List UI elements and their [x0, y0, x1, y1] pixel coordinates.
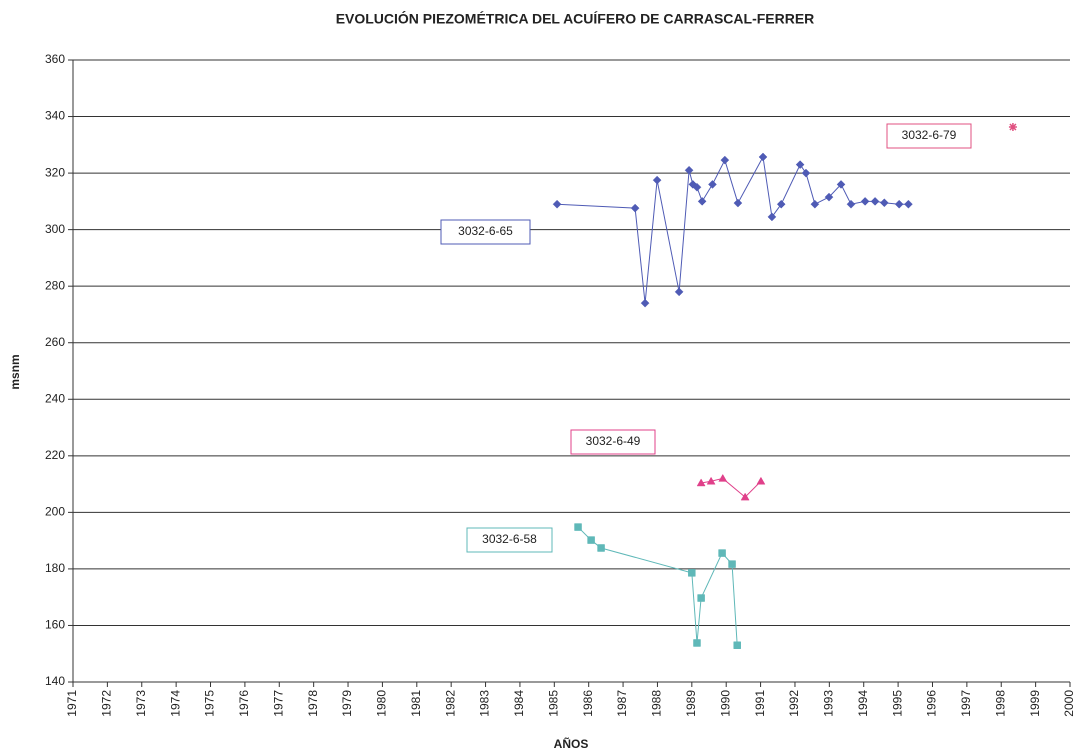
x-tick-label: 1978: [306, 690, 320, 717]
data-point: [574, 523, 582, 531]
x-tick-label: 1997: [959, 690, 973, 717]
data-point: [684, 165, 694, 175]
x-tick-label: 1984: [512, 690, 526, 717]
x-tick-label: 1976: [237, 690, 251, 717]
data-point: [810, 199, 820, 209]
x-tick-label: 1991: [753, 690, 767, 717]
data-point: [904, 199, 913, 209]
x-tick-label: 1971: [65, 690, 79, 717]
x-tick-label: 1993: [822, 690, 836, 717]
x-tick-label: 1986: [581, 690, 595, 717]
data-point: [652, 175, 662, 185]
y-tick-label: 240: [45, 391, 65, 405]
x-tick-label: 1973: [134, 690, 148, 717]
y-tick-label: 220: [45, 448, 65, 462]
x-tick-label: 1995: [890, 690, 904, 717]
x-axis-title: AÑOS: [554, 736, 589, 751]
data-point: [697, 594, 705, 602]
y-axis-title: msnm: [8, 354, 22, 389]
data-point: [674, 287, 684, 297]
data-point: [733, 641, 741, 649]
x-tick-label: 1980: [375, 690, 389, 717]
data-point: [758, 152, 768, 162]
data-point: [706, 476, 716, 485]
data-point: [697, 197, 707, 206]
data-point: [720, 155, 730, 165]
data-point: [870, 197, 880, 206]
y-tick-label: 340: [45, 109, 65, 123]
x-tick-label: 1988: [650, 690, 664, 717]
y-tick-label: 320: [45, 165, 65, 179]
data-point: [708, 180, 717, 189]
y-tick-label: 140: [45, 674, 65, 688]
data-point: [879, 198, 889, 208]
data-point: [630, 203, 640, 213]
x-tick-label: 1989: [684, 690, 698, 717]
x-tick-label: 1987: [615, 690, 629, 717]
data-point: [733, 198, 743, 208]
y-tick-label: 260: [45, 335, 65, 349]
series-label: 3032-6-58: [482, 532, 537, 546]
y-tick-label: 360: [45, 52, 65, 66]
data-point: [696, 478, 706, 487]
data-point: [688, 569, 696, 577]
x-tick-label: 1974: [168, 690, 182, 717]
y-tick-label: 160: [45, 618, 65, 632]
data-point: [640, 298, 650, 308]
data-point: [692, 182, 702, 192]
x-tick-label: 1977: [271, 690, 285, 717]
x-tick-label: 1975: [203, 690, 217, 717]
data-point: [894, 199, 904, 209]
data-point: [718, 549, 726, 557]
data-point: [846, 199, 856, 209]
data-point: [718, 473, 728, 482]
series-label-box: [440, 219, 531, 245]
data-point: [860, 197, 870, 206]
data-point: [767, 212, 777, 222]
series-label-box: [886, 123, 972, 149]
data-point: [756, 476, 766, 485]
x-tick-label: 1982: [443, 690, 457, 717]
data-point: [728, 560, 736, 568]
x-tick-label: 1983: [478, 690, 492, 717]
chart-title: EVOLUCIÓN PIEZOMÉTRICA DEL ACUÍFERO DE C…: [336, 10, 815, 27]
series-label-box: [466, 527, 553, 553]
x-tick-label: 1990: [718, 690, 732, 717]
x-tick-label: 2000: [1062, 690, 1076, 717]
y-tick-label: 300: [45, 222, 65, 236]
data-point: [693, 639, 701, 647]
data-point: [836, 180, 846, 189]
y-tick-label: 180: [45, 561, 65, 575]
data-point: [824, 192, 834, 202]
data-point: [740, 492, 750, 501]
series-label: 3032-6-49: [586, 434, 641, 448]
data-point: [801, 168, 811, 178]
x-tick-label: 1992: [787, 690, 801, 717]
y-tick-label: 280: [45, 278, 65, 292]
data-point: [776, 199, 786, 209]
data-point: [1008, 123, 1017, 132]
x-tick-label: 1998: [993, 690, 1007, 717]
x-tick-label: 1979: [340, 690, 354, 717]
x-tick-label: 1981: [409, 690, 423, 717]
x-tick-label: 1972: [100, 690, 114, 717]
data-point: [552, 199, 562, 209]
x-tick-label: 1999: [1028, 690, 1042, 717]
data-point: [795, 160, 805, 169]
data-point: [587, 536, 595, 544]
data-point: [597, 544, 605, 552]
x-tick-label: 1985: [546, 690, 560, 717]
data-point: [688, 180, 698, 189]
series-label: 3032-6-65: [458, 224, 513, 238]
x-tick-label: 1996: [925, 690, 939, 717]
y-tick-label: 200: [45, 505, 65, 519]
series-label: 3032-6-79: [902, 128, 957, 142]
series-label-box: [570, 429, 656, 455]
x-tick-label: 1994: [856, 690, 870, 717]
